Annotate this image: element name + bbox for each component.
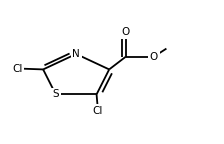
Text: N: N	[72, 49, 80, 59]
Text: Cl: Cl	[12, 64, 23, 74]
Text: O: O	[150, 52, 158, 62]
Text: O: O	[122, 27, 130, 37]
Text: Cl: Cl	[93, 106, 103, 116]
Text: S: S	[52, 89, 59, 99]
